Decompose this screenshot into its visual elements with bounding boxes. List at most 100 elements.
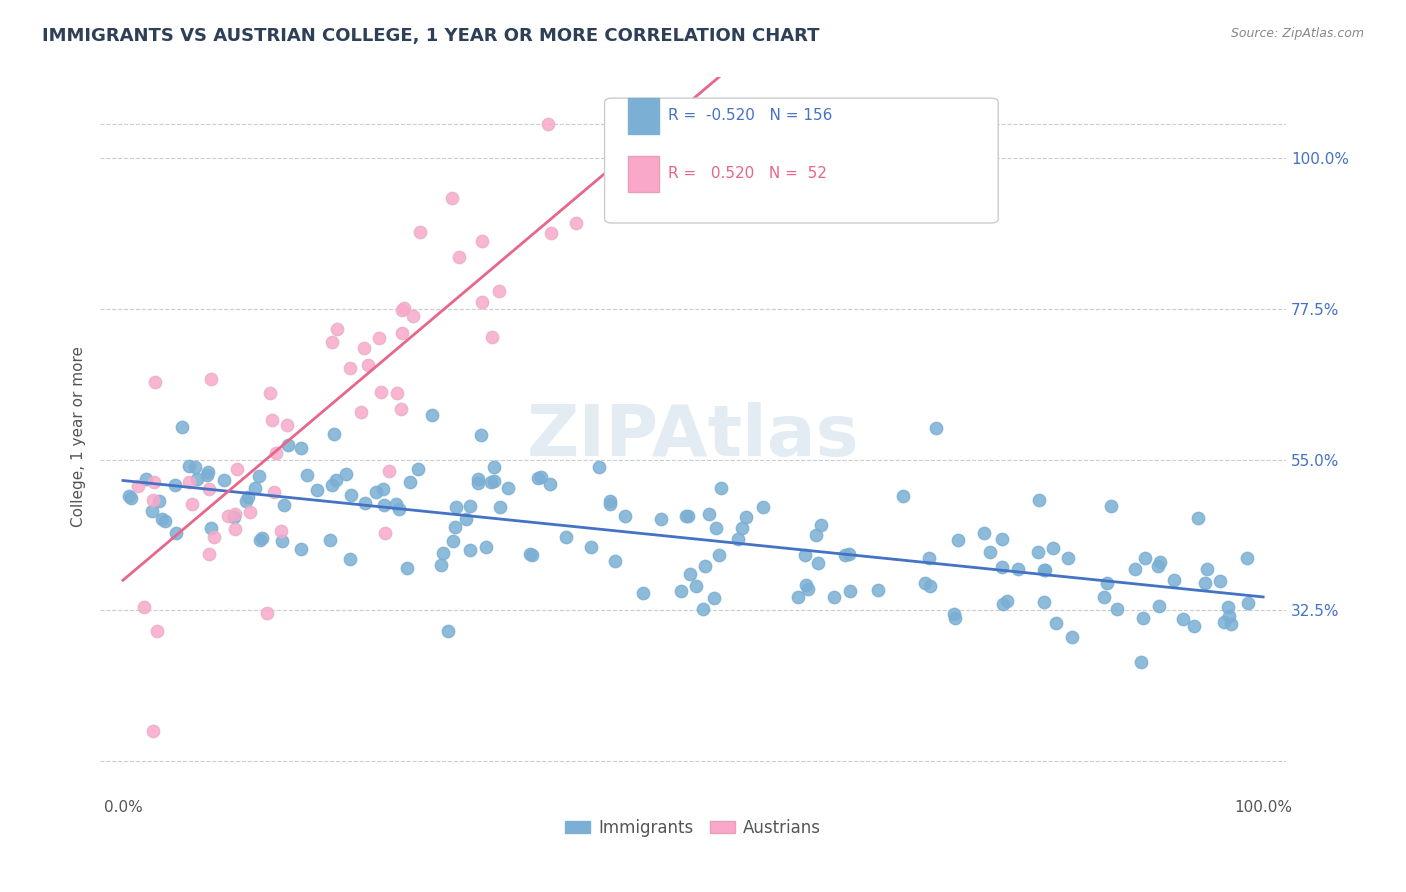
Point — [339, 551, 361, 566]
Text: ZIPAtlas: ZIPAtlas — [527, 401, 859, 471]
Point — [823, 590, 845, 604]
Point — [488, 284, 510, 298]
Point — [367, 331, 389, 345]
Point — [697, 507, 720, 521]
Point — [537, 117, 560, 131]
Point — [181, 497, 204, 511]
Point — [200, 372, 222, 386]
Point — [385, 386, 408, 401]
Point — [1220, 616, 1243, 631]
Point — [143, 475, 166, 489]
Point — [918, 551, 941, 566]
Point — [703, 591, 725, 605]
Point — [470, 427, 492, 442]
Point — [804, 528, 827, 542]
Point — [357, 358, 380, 372]
Point — [605, 553, 627, 567]
Point — [1042, 541, 1064, 556]
Point — [793, 549, 815, 563]
Point — [920, 579, 942, 593]
Point — [675, 509, 697, 524]
Point — [1182, 619, 1205, 633]
Point — [1147, 599, 1170, 614]
Point — [402, 309, 425, 323]
Point — [891, 489, 914, 503]
Point — [710, 481, 733, 495]
Point — [600, 155, 623, 169]
Point — [991, 560, 1014, 574]
Point — [353, 341, 375, 355]
Point — [276, 417, 298, 432]
Point — [290, 441, 312, 455]
Point — [565, 216, 588, 230]
Point — [186, 471, 208, 485]
Point — [385, 497, 408, 511]
Point — [247, 468, 270, 483]
Point — [787, 590, 810, 604]
Point — [259, 386, 281, 401]
Point — [143, 375, 166, 389]
Point — [727, 532, 749, 546]
Point — [200, 521, 222, 535]
Y-axis label: College, 1 year or more: College, 1 year or more — [72, 345, 86, 526]
Point — [436, 624, 458, 639]
Point — [810, 518, 832, 533]
Point — [489, 500, 512, 515]
Point — [1045, 615, 1067, 630]
Point — [838, 547, 860, 561]
Point — [163, 477, 186, 491]
Point — [184, 460, 207, 475]
Point — [399, 475, 422, 490]
Point — [526, 471, 548, 485]
Point — [256, 606, 278, 620]
Point — [458, 500, 481, 514]
Point — [250, 531, 273, 545]
Point — [243, 481, 266, 495]
Point — [538, 477, 561, 491]
Text: R =  -0.520   N = 156: R = -0.520 N = 156 — [668, 109, 832, 123]
Point — [277, 438, 299, 452]
Point — [631, 586, 654, 600]
Point — [1218, 599, 1240, 614]
Point — [991, 533, 1014, 547]
Legend: Immigrants, Austrians: Immigrants, Austrians — [558, 813, 828, 844]
Point — [613, 509, 636, 524]
Point — [195, 467, 218, 482]
Point — [447, 250, 470, 264]
Point — [366, 485, 388, 500]
Point — [273, 498, 295, 512]
Point — [579, 540, 602, 554]
Point — [1105, 602, 1128, 616]
Point — [239, 505, 262, 519]
Point — [695, 558, 717, 573]
Point — [1236, 550, 1258, 565]
Point — [481, 475, 503, 489]
Point — [1092, 590, 1115, 604]
Point — [262, 412, 284, 426]
Point — [354, 496, 377, 510]
Text: IMMIGRANTS VS AUSTRIAN COLLEGE, 1 YEAR OR MORE CORRELATION CHART: IMMIGRANTS VS AUSTRIAN COLLEGE, 1 YEAR O… — [42, 27, 820, 45]
Point — [150, 512, 173, 526]
Point — [197, 547, 219, 561]
Point — [1132, 611, 1154, 625]
Point — [319, 533, 342, 548]
Point — [735, 509, 758, 524]
Point — [1028, 493, 1050, 508]
Point — [391, 326, 413, 341]
Point — [1163, 573, 1185, 587]
Point — [1099, 500, 1122, 514]
Point — [307, 483, 329, 497]
Point — [530, 470, 553, 484]
Point — [153, 514, 176, 528]
Point — [371, 482, 394, 496]
Point — [1057, 551, 1080, 566]
Point — [943, 611, 966, 625]
Point — [141, 503, 163, 517]
Point — [481, 329, 503, 343]
Point — [1129, 655, 1152, 669]
Point — [212, 474, 235, 488]
Point — [1133, 551, 1156, 566]
Point — [1218, 609, 1240, 624]
Point — [838, 584, 860, 599]
Point — [1033, 563, 1056, 577]
